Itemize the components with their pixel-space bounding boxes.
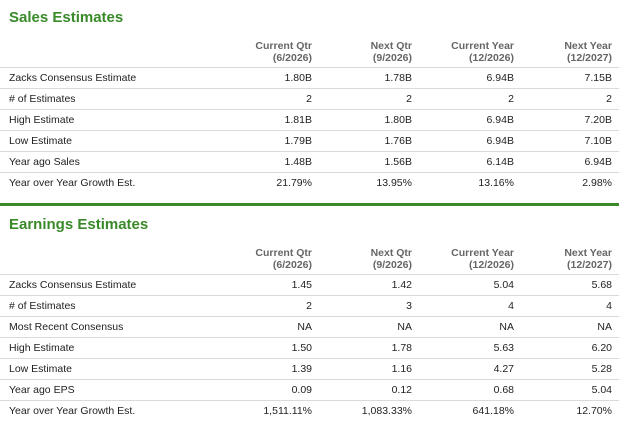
header-next-year: Next Year (12/2027) [564,247,612,271]
sales-estimates-title: Sales Estimates [9,9,124,26]
cell-value: 7.10B [521,130,619,152]
row-label: Year ago Sales [0,151,217,173]
sales-estimates-table: Current Qtr (6/2026) Next Qtr (9/2026) Cur… [0,34,619,193]
cell-value: 1.80B [217,67,319,89]
cell-value: 2.98% [521,172,619,193]
cell-value: NA [419,316,521,338]
cell-value: NA [319,316,419,338]
header-label-col [0,241,217,275]
cell-value: 5.68 [521,274,619,296]
cell-value: 0.68 [419,379,521,401]
cell-value: 1.80B [319,109,419,131]
cell-value: 2 [319,88,419,110]
row-label: Zacks Consensus Estimate [0,274,217,296]
cell-value: 1.39 [217,358,319,380]
table-row: # of Estimates 2 2 2 2 [0,88,619,110]
cell-value: 1.76B [319,130,419,152]
cell-value: 2 [217,88,319,110]
table-row: Year ago Sales 1.48B 1.56B 6.14B 6.94B [0,151,619,173]
table-row: High Estimate 1.81B 1.80B 6.94B 7.20B [0,109,619,131]
header-label-col [0,34,217,68]
cell-value: 1.78B [319,67,419,89]
cell-value: 6.94B [419,67,521,89]
row-label: # of Estimates [0,295,217,317]
header-current-year: Current Year (12/2026) [451,40,514,64]
table-header-row: Current Qtr (6/2026) Next Qtr (9/2026) Cur… [0,241,619,275]
cell-value: 12.70% [521,400,619,421]
table-row: # of Estimates 2 3 4 4 [0,295,619,317]
row-label: High Estimate [0,109,217,131]
cell-value: 5.04 [521,379,619,401]
cell-value: NA [217,316,319,338]
cell-value: 4 [521,295,619,317]
cell-value: 2 [521,88,619,110]
cell-value: 5.63 [419,337,521,359]
cell-value: 21.79% [217,172,319,193]
cell-value: 2 [217,295,319,317]
earnings-estimates-title: Earnings Estimates [9,216,149,233]
cell-value: 6.94B [521,151,619,173]
table-row: Year over Year Growth Est. 1,511.11% 1,0… [0,400,619,421]
header-next-qtr: Next Qtr (9/2026) [370,247,412,271]
cell-value: 1,083.33% [319,400,419,421]
header-current-qtr: Current Qtr (6/2026) [255,40,312,64]
cell-value: 2 [419,88,521,110]
cell-value: 6.14B [419,151,521,173]
cell-value: 1.48B [217,151,319,173]
cell-value: 3 [319,295,419,317]
cell-value: 0.09 [217,379,319,401]
row-label: Year over Year Growth Est. [0,172,217,193]
cell-value: 1.78 [319,337,419,359]
section-divider [0,203,619,206]
cell-value: 4.27 [419,358,521,380]
cell-value: 7.15B [521,67,619,89]
table-row: Year ago EPS 0.09 0.12 0.68 5.04 [0,379,619,401]
cell-value: 1.79B [217,130,319,152]
cell-value: 1.50 [217,337,319,359]
table-header-row: Current Qtr (6/2026) Next Qtr (9/2026) Cur… [0,34,619,68]
cell-value: 6.20 [521,337,619,359]
table-row: Zacks Consensus Estimate 1.80B 1.78B 6.9… [0,67,619,89]
cell-value: 1.42 [319,274,419,296]
cell-value: 1,511.11% [217,400,319,421]
row-label: Most Recent Consensus [0,316,217,338]
cell-value: 13.16% [419,172,521,193]
cell-value: 4 [419,295,521,317]
row-label: Low Estimate [0,130,217,152]
cell-value: 1.56B [319,151,419,173]
table-row: Low Estimate 1.79B 1.76B 6.94B 7.10B [0,130,619,152]
cell-value: 6.94B [419,109,521,131]
table-row: High Estimate 1.50 1.78 5.63 6.20 [0,337,619,359]
row-label: High Estimate [0,337,217,359]
header-current-qtr: Current Qtr (6/2026) [255,247,312,271]
row-label: Low Estimate [0,358,217,380]
header-next-year: Next Year (12/2027) [564,40,612,64]
cell-value: NA [521,316,619,338]
header-current-year: Current Year (12/2026) [451,247,514,271]
cell-value: 13.95% [319,172,419,193]
cell-value: 1.45 [217,274,319,296]
cell-value: 0.12 [319,379,419,401]
earnings-estimates-table: Current Qtr (6/2026) Next Qtr (9/2026) Cur… [0,241,619,421]
row-label: Year ago EPS [0,379,217,401]
table-row: Year over Year Growth Est. 21.79% 13.95%… [0,172,619,193]
cell-value: 5.04 [419,274,521,296]
header-next-qtr: Next Qtr (9/2026) [370,40,412,64]
row-label: Year over Year Growth Est. [0,400,217,421]
cell-value: 1.81B [217,109,319,131]
table-row: Most Recent Consensus NA NA NA NA [0,316,619,338]
cell-value: 6.94B [419,130,521,152]
table-row: Low Estimate 1.39 1.16 4.27 5.28 [0,358,619,380]
table-row: Zacks Consensus Estimate 1.45 1.42 5.04 … [0,274,619,296]
cell-value: 7.20B [521,109,619,131]
cell-value: 1.16 [319,358,419,380]
cell-value: 641.18% [419,400,521,421]
row-label: Zacks Consensus Estimate [0,67,217,89]
cell-value: 5.28 [521,358,619,380]
row-label: # of Estimates [0,88,217,110]
